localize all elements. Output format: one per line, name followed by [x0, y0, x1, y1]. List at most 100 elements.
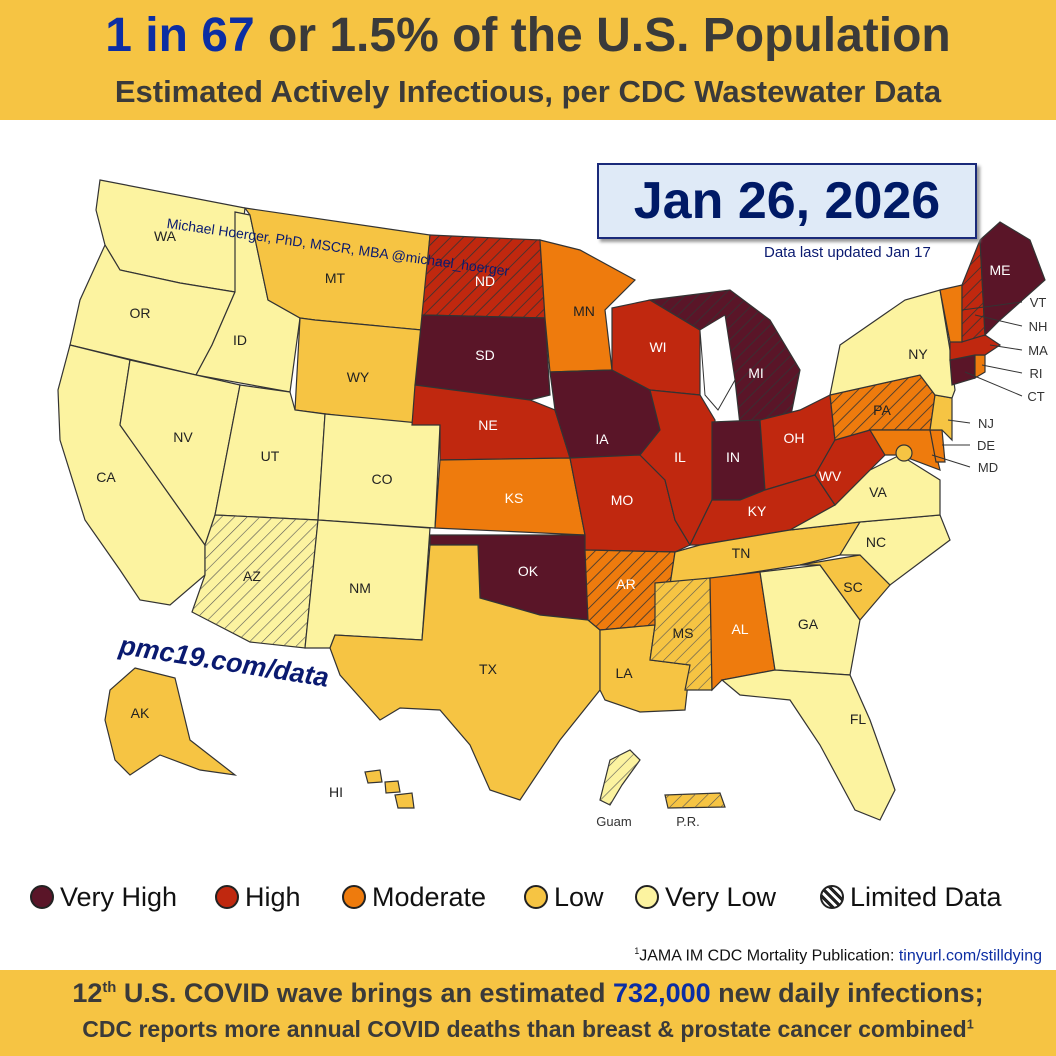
label-MI: MI: [748, 365, 764, 381]
state-AR-hatch: [585, 550, 675, 630]
limited-data-swatch: [820, 885, 844, 909]
footnote-marker: 1: [634, 946, 640, 956]
label-WI: WI: [649, 339, 666, 355]
label-NH: NH: [1029, 319, 1048, 334]
label-OK: OK: [518, 563, 539, 579]
footnote: 1JAMA IM CDC Mortality Publication: tiny…: [634, 946, 1042, 965]
label-KY: KY: [748, 503, 767, 519]
label-CT: CT: [1027, 389, 1044, 404]
label-AZ: AZ: [243, 568, 261, 584]
label-NJ: NJ: [978, 416, 994, 431]
label-NC: NC: [866, 534, 886, 550]
label-VA: VA: [869, 484, 887, 500]
label-MD: MD: [978, 460, 998, 475]
label-NM: NM: [349, 580, 371, 596]
territory-pr-hatch: [665, 793, 725, 808]
state-labels: WA OR CA ID NV MT WY UT CO AZ NM ND SD N…: [96, 228, 1048, 829]
territory-guam-hatch: [600, 750, 640, 805]
label-UT: UT: [261, 448, 280, 464]
label-OH: OH: [784, 430, 805, 446]
label-WV: WV: [819, 468, 842, 484]
label-MS: MS: [673, 625, 694, 641]
label-GA: GA: [798, 616, 819, 632]
label-ID: ID: [233, 332, 247, 348]
footnote-link[interactable]: tinyurl.com/stilldying: [898, 947, 1042, 965]
footer-line-2-text: CDC reports more annual COVID deaths tha…: [82, 1016, 967, 1042]
date-box: Jan 26, 2026: [597, 163, 977, 239]
legend: Very High High Moderate Low Very Low Lim…: [30, 875, 1040, 919]
state-AZ-hatch: [192, 515, 318, 648]
label-IA: IA: [595, 431, 609, 447]
wave-ordinal: th: [102, 980, 117, 996]
footnote-text: JAMA IM CDC Mortality Publication:: [639, 947, 899, 965]
headline-accent: 1 in 67: [105, 9, 255, 62]
footer-text-a: U.S. COVID wave brings an estimated: [116, 978, 614, 1008]
legend-limited-data: Limited Data: [820, 875, 1002, 919]
dc-marker: [895, 444, 913, 462]
footer-banner: [0, 970, 1056, 1056]
footer-line-2: CDC reports more annual COVID deaths tha…: [0, 1016, 1056, 1043]
wave-number: 12: [72, 978, 103, 1008]
label-HI: HI: [329, 784, 343, 800]
last-updated: Data last updated Jan 17: [764, 244, 931, 261]
lake-michigan: [699, 314, 736, 411]
label-AR: AR: [616, 576, 635, 592]
label-NY: NY: [908, 346, 928, 362]
state-RI: [974, 354, 986, 380]
header-banner: 1 in 67 or 1.5% of the U.S. Population E…: [0, 0, 1056, 120]
label-NV: NV: [173, 429, 193, 445]
legend-very-low: Very Low: [635, 875, 776, 919]
label-LA: LA: [615, 665, 633, 681]
label-IL: IL: [674, 449, 686, 465]
label-DE: DE: [977, 438, 995, 453]
label-TX: TX: [479, 661, 498, 677]
state-GA: [759, 564, 861, 676]
footer-line-1: 12th U.S. COVID wave brings an estimated…: [0, 978, 1056, 1009]
footer-line-2-marker: 1: [966, 1017, 974, 1032]
legend-label: Low: [554, 881, 604, 912]
state-NY: [829, 289, 956, 399]
legend-label: Very High: [60, 881, 178, 912]
label-MT: MT: [325, 270, 346, 286]
leader-lines: [931, 301, 1023, 468]
footer-text-b: new daily infections;: [710, 978, 984, 1008]
legend-label: Very Low: [665, 881, 777, 912]
label-guam: Guam: [596, 814, 631, 829]
headline: 1 in 67 or 1.5% of the U.S. Population: [0, 8, 1056, 63]
legend-high: High: [215, 875, 301, 919]
label-TN: TN: [732, 545, 751, 561]
label-SC: SC: [843, 579, 862, 595]
state-ND-hatch: [422, 235, 545, 318]
state-HI-3: [394, 792, 415, 809]
state-HI-2: [384, 780, 401, 794]
subtitle: Estimated Actively Infectious, per CDC W…: [114, 74, 942, 109]
label-ND: ND: [475, 273, 495, 289]
state-MN: [539, 239, 636, 373]
legend-label: Limited Data: [850, 881, 1002, 912]
label-OR: OR: [130, 305, 151, 321]
state-PA-hatch: [830, 375, 935, 440]
label-MO: MO: [611, 492, 634, 508]
label-KS: KS: [505, 490, 524, 506]
headline-rest: or 1.5% of the U.S. Population: [254, 9, 951, 62]
label-CA: CA: [96, 469, 116, 485]
state-HI-1: [364, 769, 383, 784]
state-SC: [799, 554, 891, 621]
label-AL: AL: [731, 621, 748, 637]
state-AK: [104, 667, 238, 776]
label-ME: ME: [990, 262, 1011, 278]
state-IL: [639, 389, 716, 547]
low-swatch: [524, 885, 548, 909]
state-ME: [979, 221, 1046, 337]
label-VT: VT: [1030, 295, 1047, 310]
legend-label: Moderate: [372, 881, 487, 912]
label-pr: P.R.: [676, 814, 700, 829]
legend-low: Low: [524, 875, 604, 919]
legend-moderate: Moderate: [342, 875, 486, 919]
very-low-swatch: [635, 885, 659, 909]
infection-count: 732,000: [613, 978, 711, 1008]
label-AK: AK: [131, 705, 150, 721]
very-high-swatch: [30, 885, 54, 909]
label-WY: WY: [347, 369, 370, 385]
